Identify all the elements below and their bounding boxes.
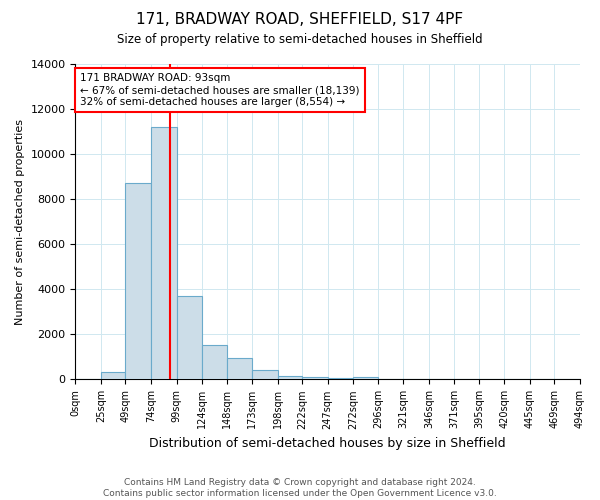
Bar [227,358,252,380]
Bar [151,127,176,380]
Text: 171 BRADWAY ROAD: 93sqm
← 67% of semi-detached houses are smaller (18,139)
32% o: 171 BRADWAY ROAD: 93sqm ← 67% of semi-de… [80,74,360,106]
Bar [278,376,302,380]
Bar [176,296,202,380]
Bar [125,184,151,380]
Text: Size of property relative to semi-detached houses in Sheffield: Size of property relative to semi-detach… [117,32,483,46]
Bar [328,378,353,380]
Bar [302,377,328,380]
Bar [353,376,378,380]
Text: Contains HM Land Registry data © Crown copyright and database right 2024.
Contai: Contains HM Land Registry data © Crown c… [103,478,497,498]
Bar [101,372,125,380]
Bar [252,370,278,380]
Y-axis label: Number of semi-detached properties: Number of semi-detached properties [15,118,25,324]
Bar [202,344,227,380]
Text: 171, BRADWAY ROAD, SHEFFIELD, S17 4PF: 171, BRADWAY ROAD, SHEFFIELD, S17 4PF [136,12,464,28]
X-axis label: Distribution of semi-detached houses by size in Sheffield: Distribution of semi-detached houses by … [149,437,506,450]
